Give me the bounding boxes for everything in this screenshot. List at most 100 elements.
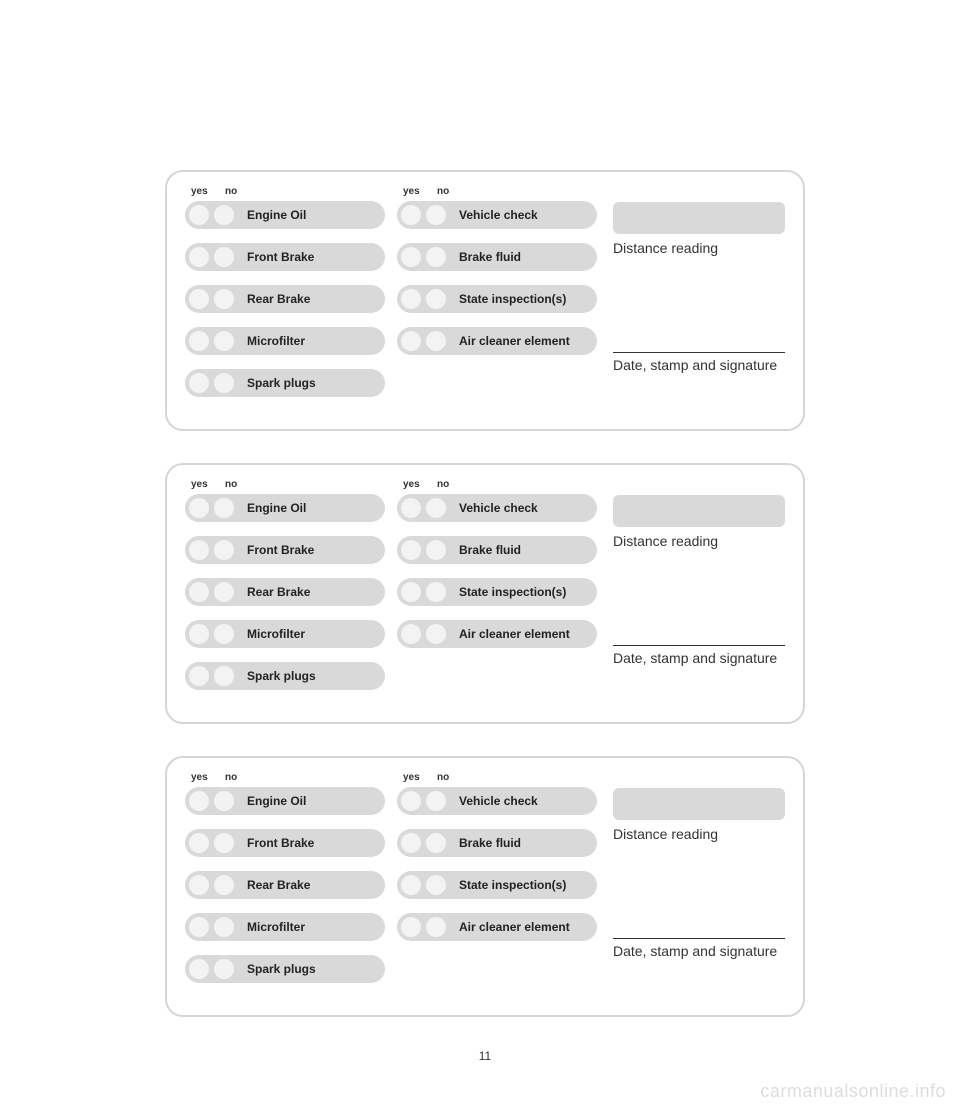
no-circle[interactable] — [214, 833, 234, 853]
no-label: no — [225, 772, 237, 783]
yes-no-header: yes no — [397, 479, 597, 490]
yes-circle[interactable] — [401, 289, 421, 309]
yes-circle[interactable] — [189, 833, 209, 853]
distance-input-box[interactable] — [613, 495, 785, 527]
no-circle[interactable] — [426, 498, 446, 518]
column-mid: yes no Vehicle check Brake fluid State i… — [397, 186, 597, 411]
checklist-item: Front Brake — [185, 243, 385, 271]
no-circle[interactable] — [214, 791, 234, 811]
item-label: Front Brake — [247, 543, 314, 557]
no-circle[interactable] — [214, 624, 234, 644]
distance-input-box[interactable] — [613, 788, 785, 820]
no-circle[interactable] — [426, 247, 446, 267]
yes-no-header: yes no — [185, 479, 385, 490]
yes-circle[interactable] — [189, 624, 209, 644]
no-circle[interactable] — [214, 959, 234, 979]
checklist-item: Rear Brake — [185, 871, 385, 899]
item-label: Microfilter — [247, 627, 305, 641]
column-left: yes no Engine Oil Front Brake Rear Brake — [185, 479, 385, 704]
item-label: Front Brake — [247, 250, 314, 264]
item-label: Rear Brake — [247, 292, 310, 306]
item-label: Engine Oil — [247, 501, 306, 515]
item-label: Rear Brake — [247, 878, 310, 892]
no-circle[interactable] — [426, 917, 446, 937]
no-circle[interactable] — [426, 331, 446, 351]
no-circle[interactable] — [214, 540, 234, 560]
yes-circle[interactable] — [401, 498, 421, 518]
column-mid: yes no Vehicle check Brake fluid State i… — [397, 772, 597, 997]
no-circle[interactable] — [214, 875, 234, 895]
yes-circle[interactable] — [189, 791, 209, 811]
no-circle[interactable] — [214, 247, 234, 267]
item-label: Air cleaner element — [459, 334, 570, 348]
item-label: Brake fluid — [459, 836, 521, 850]
yes-circle[interactable] — [189, 289, 209, 309]
yes-circle[interactable] — [189, 373, 209, 393]
yes-circle[interactable] — [401, 205, 421, 225]
item-label: State inspection(s) — [459, 292, 566, 306]
no-circle[interactable] — [214, 498, 234, 518]
yes-label: yes — [191, 772, 211, 783]
no-circle[interactable] — [426, 289, 446, 309]
no-circle[interactable] — [214, 917, 234, 937]
checklist-item: Engine Oil — [185, 787, 385, 815]
item-label: Engine Oil — [247, 208, 306, 222]
checklist-item: Spark plugs — [185, 955, 385, 983]
checklist-item: Vehicle check — [397, 787, 597, 815]
yes-circle[interactable] — [189, 917, 209, 937]
item-label: Front Brake — [247, 836, 314, 850]
yes-circle[interactable] — [401, 791, 421, 811]
yes-circle[interactable] — [189, 205, 209, 225]
no-circle[interactable] — [426, 205, 446, 225]
no-circle[interactable] — [214, 582, 234, 602]
checklist-item: Vehicle check — [397, 201, 597, 229]
yes-circle[interactable] — [189, 247, 209, 267]
checklist-item: Air cleaner element — [397, 327, 597, 355]
no-circle[interactable] — [214, 666, 234, 686]
signature-line — [613, 645, 785, 646]
yes-circle[interactable] — [401, 247, 421, 267]
no-circle[interactable] — [426, 582, 446, 602]
distance-reading-label: Distance reading — [613, 240, 785, 256]
item-label: Spark plugs — [247, 376, 316, 390]
yes-circle[interactable] — [189, 540, 209, 560]
column-right: Distance reading Date, stamp and signatu… — [609, 186, 785, 411]
no-circle[interactable] — [214, 205, 234, 225]
yes-circle[interactable] — [189, 331, 209, 351]
checklist-item: Brake fluid — [397, 243, 597, 271]
yes-circle[interactable] — [401, 624, 421, 644]
item-label: Air cleaner element — [459, 920, 570, 934]
yes-circle[interactable] — [401, 917, 421, 937]
service-card: yes no Engine Oil Front Brake Rear Brake — [165, 170, 805, 431]
yes-circle[interactable] — [189, 582, 209, 602]
distance-input-box[interactable] — [613, 202, 785, 234]
yes-circle[interactable] — [189, 498, 209, 518]
no-label: no — [225, 479, 237, 490]
checklist-item: Front Brake — [185, 829, 385, 857]
yes-circle[interactable] — [401, 331, 421, 351]
no-circle[interactable] — [426, 791, 446, 811]
signature-label: Date, stamp and signature — [613, 357, 785, 373]
yes-no-header: yes no — [397, 186, 597, 197]
yes-circle[interactable] — [401, 833, 421, 853]
no-circle[interactable] — [214, 289, 234, 309]
item-label: Brake fluid — [459, 543, 521, 557]
column-mid: yes no Vehicle check Brake fluid State i… — [397, 479, 597, 704]
no-label: no — [437, 186, 449, 197]
checklist-item: Spark plugs — [185, 369, 385, 397]
yes-circle[interactable] — [401, 875, 421, 895]
service-card: yes no Engine Oil Front Brake Rear Brake — [165, 756, 805, 1017]
no-circle[interactable] — [426, 875, 446, 895]
item-label: Vehicle check — [459, 208, 538, 222]
yes-circle[interactable] — [401, 582, 421, 602]
yes-circle[interactable] — [401, 540, 421, 560]
yes-circle[interactable] — [189, 666, 209, 686]
yes-circle[interactable] — [189, 875, 209, 895]
checklist-item: Microfilter — [185, 620, 385, 648]
no-circle[interactable] — [426, 540, 446, 560]
no-circle[interactable] — [214, 373, 234, 393]
no-circle[interactable] — [214, 331, 234, 351]
no-circle[interactable] — [426, 833, 446, 853]
yes-circle[interactable] — [189, 959, 209, 979]
no-circle[interactable] — [426, 624, 446, 644]
